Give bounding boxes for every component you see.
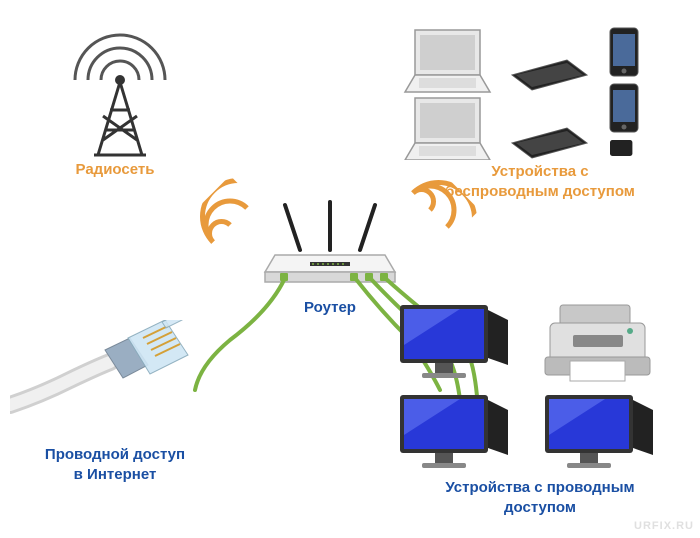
monitor-icon bbox=[545, 395, 653, 468]
wired-internet-label: Проводной доступ в Интернет bbox=[25, 445, 205, 484]
laptop-icon bbox=[405, 30, 490, 92]
tablet-icon bbox=[512, 60, 587, 90]
tower-icon bbox=[60, 20, 180, 160]
router-label: Роутер bbox=[280, 298, 380, 318]
radio-tower bbox=[60, 20, 180, 160]
wireless-devices-group bbox=[400, 20, 660, 160]
radio-network-label: Радиосеть bbox=[60, 160, 170, 180]
ethernet-plug-icon bbox=[10, 320, 200, 430]
router-icon bbox=[260, 200, 400, 290]
watermark-text: URFIX.RU bbox=[634, 520, 694, 532]
phone-icon bbox=[610, 140, 632, 156]
wireless-devices-label: Устройства с беспроводным доступом bbox=[440, 162, 640, 201]
wired-devices-group bbox=[390, 300, 670, 480]
laptop-icon bbox=[405, 98, 490, 160]
printer-icon bbox=[545, 305, 650, 381]
phone-icon bbox=[610, 28, 638, 76]
wired-devices-label: Устройства с проводным доступом bbox=[425, 478, 655, 517]
monitor-icon bbox=[400, 395, 508, 468]
tablet-icon bbox=[512, 128, 587, 158]
phone-icon bbox=[610, 84, 638, 132]
ethernet-cable bbox=[10, 320, 200, 430]
router bbox=[260, 200, 400, 290]
monitor-icon bbox=[400, 305, 508, 378]
